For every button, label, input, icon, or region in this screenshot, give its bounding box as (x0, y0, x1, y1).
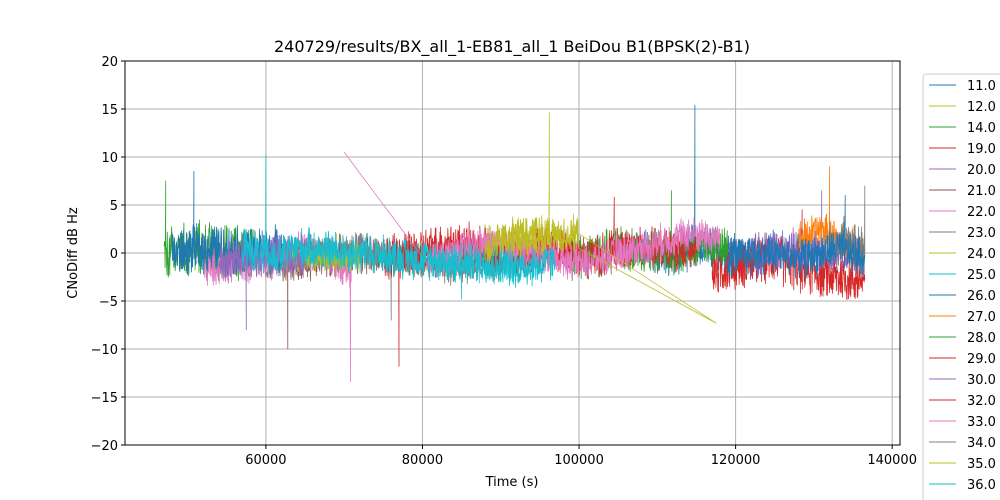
chart-title: 240729/results/BX_all_1-EB81_all_1 BeiDo… (274, 37, 750, 57)
x-tick-label: 100000 (554, 453, 604, 468)
legend-label: 24.0 (967, 247, 996, 262)
series-line-30-0 (218, 230, 306, 331)
y-ticks: −20 −15 −10 −5 0 5 10 15 20 (91, 55, 125, 454)
legend-label: 34.0 (967, 436, 996, 451)
legend-label: 27.0 (967, 310, 996, 325)
series-area (163, 104, 866, 382)
series-line-36-0 (242, 154, 556, 288)
y-axis-label: CNoDiff dB Hz (66, 207, 81, 299)
legend-box (922, 73, 1000, 500)
y-tick-label: 5 (110, 199, 118, 214)
legend-label: 14.0 (967, 121, 996, 136)
legend-label: 29.0 (967, 352, 996, 367)
series-line-37-0 (727, 195, 866, 279)
y-tick-label: −10 (91, 343, 118, 358)
y-tick-label: 0 (110, 247, 118, 262)
legend: 11.0 12.0 14.0 19.0 20.0 21.0 22.0 23.0 24.0 25.0… (922, 73, 1000, 500)
y-tick-label: 15 (101, 103, 118, 118)
legend-label: 32.0 (967, 394, 996, 409)
x-tick-label: 60000 (245, 453, 286, 468)
legend-label: 12.0 (967, 100, 996, 115)
y-tick-label: 10 (101, 151, 118, 166)
legend-label: 25.0 (967, 268, 996, 283)
legend-label: 22.0 (967, 205, 996, 220)
legend-label: 11.0 (967, 79, 996, 94)
y-tick-label: −20 (91, 439, 118, 454)
x-ticks: 60000 80000 100000 120000 140000 (245, 445, 917, 468)
y-tick-label: −5 (99, 295, 118, 310)
y-tick-label: −15 (91, 391, 118, 406)
legend-label: 33.0 (967, 415, 996, 430)
legend-label: 35.0 (967, 457, 996, 472)
legend-label: 23.0 (967, 226, 996, 241)
legend-label: 21.0 (967, 184, 996, 199)
legend-label: 36.0 (967, 478, 996, 493)
legend-label: 28.0 (967, 331, 996, 346)
x-tick-label: 120000 (711, 453, 761, 468)
x-tick-label: 80000 (402, 453, 443, 468)
legend-label: 26.0 (967, 289, 996, 304)
x-tick-label: 140000 (867, 453, 917, 468)
x-axis-label: Time (s) (485, 475, 539, 490)
y-tick-label: 20 (101, 55, 118, 70)
legend-label: 30.0 (967, 373, 996, 388)
legend-label: 19.0 (967, 142, 996, 157)
legend-label: 20.0 (967, 163, 996, 178)
